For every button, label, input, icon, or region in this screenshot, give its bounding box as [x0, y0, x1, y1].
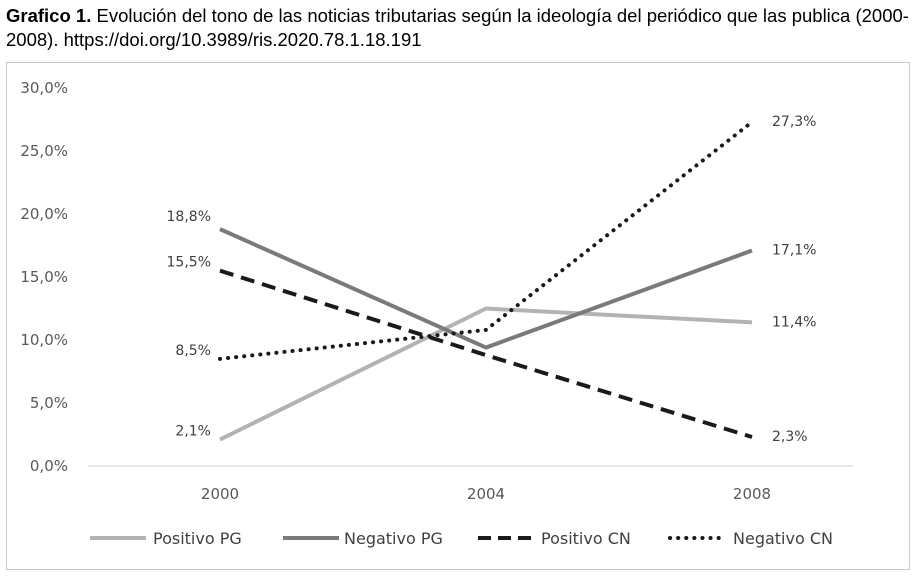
x-tick-label: 2004 [467, 485, 505, 503]
y-tick-label: 0,0% [30, 457, 68, 475]
y-tick-label: 25,0% [20, 142, 68, 160]
chart-frame [6, 62, 910, 570]
legend-label: Negativo CN [733, 529, 833, 548]
series-line-3 [219, 268, 753, 439]
legend-label: Positivo CN [541, 529, 631, 548]
x-tick-label: 2000 [201, 485, 239, 503]
y-tick-label: 5,0% [30, 394, 68, 412]
data-label: 18,8% [167, 209, 211, 225]
y-tick-label: 20,0% [20, 205, 68, 223]
y-tick-label: 10,0% [20, 331, 68, 349]
x-tick-label: 2008 [733, 485, 771, 503]
caption-text: Evolución del tono de las noticias tribu… [6, 5, 909, 50]
data-label: 27,3% [772, 114, 816, 130]
y-tick-label: 15,0% [20, 268, 68, 286]
data-label: 11,4% [772, 314, 816, 330]
legend-label: Negativo PG [344, 529, 443, 548]
y-tick-label: 30,0% [20, 79, 68, 97]
data-label: 15,5% [167, 255, 211, 271]
data-label: 8,5% [175, 343, 211, 359]
chart-caption: Grafico 1. Evolución del tono de las not… [6, 4, 911, 52]
data-label: 17,1% [772, 243, 816, 259]
data-label: 2,3% [772, 429, 808, 445]
series-line-1 [219, 306, 753, 442]
caption-label: Grafico 1. [6, 5, 92, 26]
data-label: 2,1% [175, 424, 211, 440]
legend-label: Positivo PG [153, 529, 242, 548]
series-line-4 [218, 120, 754, 361]
series-line-2 [219, 227, 753, 350]
